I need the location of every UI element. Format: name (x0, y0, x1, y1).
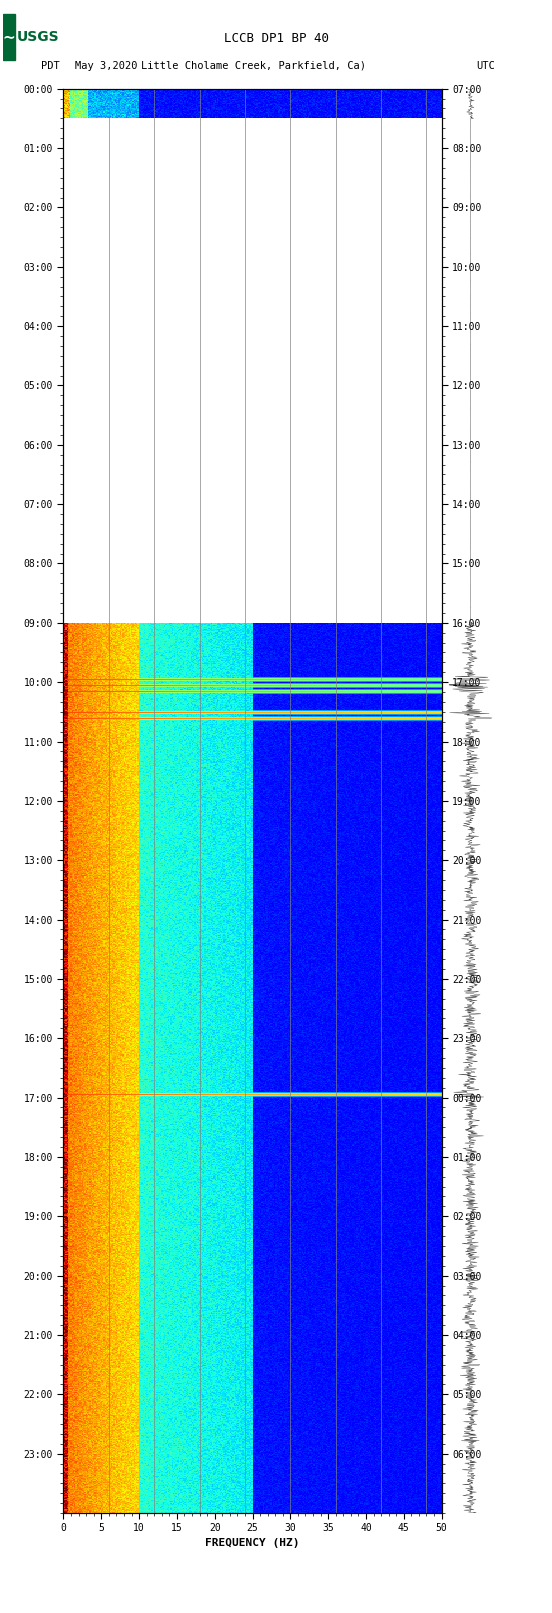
Bar (3, 15, 15, 61)
Text: LCCB DP1 BP 40: LCCB DP1 BP 40 (224, 32, 328, 45)
Text: USGS: USGS (17, 31, 59, 44)
Text: ∼: ∼ (3, 29, 15, 45)
Text: UTC: UTC (476, 61, 495, 71)
Text: PDT: PDT (41, 61, 60, 71)
Text: Little Cholame Creek, Parkfield, Ca): Little Cholame Creek, Parkfield, Ca) (141, 61, 366, 71)
X-axis label: FREQUENCY (HZ): FREQUENCY (HZ) (205, 1537, 300, 1547)
Text: May 3,2020: May 3,2020 (75, 61, 137, 71)
